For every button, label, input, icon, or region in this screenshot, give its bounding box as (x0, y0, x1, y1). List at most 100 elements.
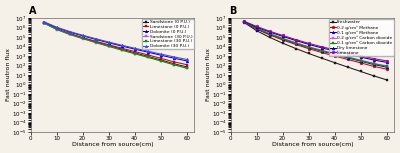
Freshwater (345, 66, 350, 68)
Limestone (0 P.U.) (106, 44, 111, 46)
Line: Dolomite (0 P.U.): Dolomite (0 P.U.) (42, 21, 188, 62)
Dry limestone (358, 56, 363, 58)
Limestone (30 P.U.) (171, 64, 176, 66)
Line: Sandstone (0 P.U.): Sandstone (0 P.U.) (42, 21, 188, 68)
Limestone (0 P.U.) (119, 47, 124, 49)
0.1 g/cm³ Methane (332, 54, 337, 55)
Limestone (0 P.U.) (158, 57, 163, 59)
Limestone (332, 49, 337, 51)
Limestone (0 P.U.) (54, 28, 59, 30)
Limestone (30 P.U.) (132, 53, 137, 54)
Limestone (30 P.U.) (93, 42, 98, 43)
Dolomite (30 P.U.) (54, 26, 59, 28)
0.2 g/cm³ Methane (306, 48, 311, 50)
Dolomite (0 P.U.) (145, 51, 150, 53)
X-axis label: Distance from source(cm): Distance from source(cm) (72, 142, 153, 147)
0.1 g/cm³ Methane (358, 60, 363, 62)
Text: A: A (29, 6, 36, 16)
Limestone (30 P.U.) (41, 22, 46, 24)
Y-axis label: Fast neutron flux: Fast neutron flux (6, 48, 10, 101)
0.2 g/cm³ Carbon dioxide (332, 53, 337, 54)
0.1 g/cm³ Carbon dioxide (384, 65, 389, 67)
Limestone (30 P.U.) (184, 67, 189, 69)
Sandstone (0 P.U.) (106, 45, 111, 47)
Line: 0.2 g/cm³ Methane: 0.2 g/cm³ Methane (242, 21, 388, 71)
0.2 g/cm³ Methane (332, 55, 337, 57)
Dolomite (0 P.U.) (93, 38, 98, 40)
Dolomite (0 P.U.) (184, 60, 189, 62)
Freshwater (319, 57, 324, 59)
Sandstone (0 P.U.) (54, 28, 59, 30)
Dry limestone (241, 20, 246, 22)
Limestone (30 P.U.) (54, 28, 59, 30)
0.1 g/cm³ Carbon dioxide (280, 38, 285, 39)
0.2 g/cm³ Methane (293, 44, 298, 45)
Line: 0.2 g/cm³ Carbon dioxide: 0.2 g/cm³ Carbon dioxide (242, 20, 388, 67)
Legend: Freshwater, 0.2 g/cm³ Methane, 0.1 g/cm³ Methane, 0.2 g/cm³ Carbon dioxide, 0.1 : Freshwater, 0.2 g/cm³ Methane, 0.1 g/cm³… (329, 19, 394, 56)
Dolomite (30 P.U.) (80, 34, 85, 36)
Dolomite (0 P.U.) (171, 57, 176, 59)
0.2 g/cm³ Methane (319, 52, 324, 53)
Dolomite (0 P.U.) (158, 54, 163, 56)
0.1 g/cm³ Methane (293, 42, 298, 44)
Dry limestone (293, 40, 298, 41)
0.1 g/cm³ Methane (319, 50, 324, 52)
0.2 g/cm³ Carbon dioxide (319, 49, 324, 51)
0.2 g/cm³ Carbon dioxide (306, 46, 311, 48)
Sandstone (30 P.U.) (54, 29, 59, 30)
0.2 g/cm³ Methane (371, 65, 376, 67)
0.1 g/cm³ Methane (306, 47, 311, 48)
Sandstone (30 P.U.) (41, 22, 46, 24)
Limestone (30 P.U.) (67, 33, 72, 35)
Limestone (0 P.U.) (171, 61, 176, 63)
Sandstone (30 P.U.) (80, 38, 85, 40)
Line: Freshwater: Freshwater (242, 21, 388, 81)
Sandstone (0 P.U.) (145, 55, 150, 57)
Dolomite (0 P.U.) (132, 48, 137, 50)
Sandstone (30 P.U.) (119, 49, 124, 51)
0.1 g/cm³ Methane (345, 57, 350, 59)
Line: Sandstone (30 P.U.): Sandstone (30 P.U.) (42, 21, 188, 69)
Sandstone (30 P.U.) (184, 67, 189, 69)
Sandstone (30 P.U.) (106, 45, 111, 47)
Dry limestone (267, 31, 272, 33)
Limestone (319, 46, 324, 48)
Sandstone (0 P.U.) (41, 22, 46, 24)
0.1 g/cm³ Methane (241, 21, 246, 23)
Freshwater (293, 48, 298, 49)
0.1 g/cm³ Carbon dioxide (306, 46, 311, 48)
Dry limestone (306, 43, 311, 45)
Dolomite (30 P.U.) (132, 47, 137, 49)
Limestone (0 P.U.) (132, 51, 137, 52)
Sandstone (0 P.U.) (67, 33, 72, 35)
Freshwater (371, 75, 376, 77)
Dolomite (30 P.U.) (67, 31, 72, 32)
Limestone (280, 35, 285, 36)
Limestone (254, 26, 259, 27)
Dolomite (30 P.U.) (41, 21, 46, 23)
Limestone (358, 55, 363, 57)
0.1 g/cm³ Carbon dioxide (267, 33, 272, 35)
X-axis label: Distance from source(cm): Distance from source(cm) (272, 142, 353, 147)
Sandstone (30 P.U.) (171, 64, 176, 66)
Line: Dry limestone: Dry limestone (242, 20, 388, 64)
0.1 g/cm³ Carbon dioxide (371, 63, 376, 65)
Dolomite (30 P.U.) (119, 44, 124, 46)
0.2 g/cm³ Methane (254, 28, 259, 30)
Freshwater (267, 36, 272, 38)
Freshwater (332, 62, 337, 63)
0.2 g/cm³ Methane (267, 34, 272, 36)
0.2 g/cm³ Methane (280, 39, 285, 41)
0.1 g/cm³ Carbon dioxide (293, 42, 298, 44)
0.1 g/cm³ Methane (267, 33, 272, 35)
Dry limestone (319, 47, 324, 49)
Limestone (30 P.U.) (80, 38, 85, 39)
Line: Dolomite (30 P.U.): Dolomite (30 P.U.) (42, 20, 188, 61)
Dry limestone (345, 53, 350, 55)
0.2 g/cm³ Carbon dioxide (267, 33, 272, 34)
Line: Limestone: Limestone (242, 20, 388, 62)
Sandstone (0 P.U.) (171, 63, 176, 65)
0.2 g/cm³ Methane (384, 68, 389, 70)
Limestone (384, 60, 389, 62)
Dolomite (30 P.U.) (145, 50, 150, 52)
